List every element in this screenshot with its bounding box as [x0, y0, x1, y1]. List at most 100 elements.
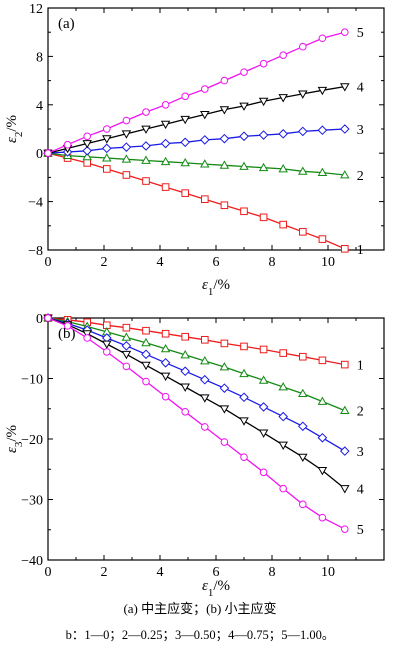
series-3: 3 [43, 313, 364, 460]
series-label-4: 4 [357, 81, 364, 96]
data-point [161, 392, 170, 401]
x-tick-label: 0 [45, 255, 52, 270]
series-line-2 [47, 152, 345, 176]
series-label-5: 5 [357, 523, 364, 538]
y-tick-label: 8 [36, 50, 43, 65]
data-point [220, 76, 229, 85]
data-point [299, 228, 307, 236]
y-tick-label: 0 [36, 312, 43, 327]
y-tick-label: −40 [21, 554, 43, 569]
data-point [180, 349, 190, 359]
data-point [240, 342, 248, 351]
series-label-3: 3 [357, 123, 364, 138]
data-point [220, 438, 229, 446]
data-point [83, 132, 91, 141]
data-point [258, 402, 269, 412]
data-point [181, 332, 189, 341]
data-point [121, 142, 132, 152]
data-point [101, 143, 112, 154]
data-point [160, 372, 171, 381]
series-label-1: 1 [357, 243, 364, 258]
data-point [318, 356, 327, 365]
series-line-1 [47, 152, 346, 250]
data-point [102, 153, 112, 162]
series-line-5 [47, 317, 346, 530]
y-tick-label: −30 [21, 494, 43, 509]
data-point [121, 154, 132, 163]
data-point [199, 374, 210, 385]
data-point [200, 111, 210, 120]
data-point [339, 446, 350, 456]
data-point [239, 392, 249, 403]
y-tick-label: 4 [36, 99, 43, 114]
data-point [278, 129, 289, 139]
data-point [201, 423, 209, 431]
data-point [82, 145, 93, 156]
data-point [180, 157, 190, 167]
y-tick-label: 12 [29, 2, 43, 17]
data-point [318, 513, 327, 522]
data-point [278, 94, 288, 103]
data-point [298, 388, 308, 398]
data-point [259, 345, 268, 354]
y-axis-label: ε3/% [4, 425, 25, 453]
series-line-4 [47, 85, 345, 154]
data-point [298, 90, 308, 99]
data-point [220, 201, 229, 210]
data-point [102, 135, 112, 144]
data-point [63, 140, 72, 149]
data-point [200, 394, 210, 403]
data-point [180, 115, 190, 125]
data-point [219, 405, 230, 414]
data-point [278, 164, 288, 173]
data-point [121, 350, 132, 360]
data-point [160, 138, 171, 149]
data-point [259, 468, 268, 477]
data-point [102, 340, 112, 349]
y-tick-label: −20 [21, 433, 43, 448]
data-point [181, 92, 189, 101]
series-line-3 [47, 128, 345, 154]
data-point [219, 160, 230, 169]
data-point [340, 83, 350, 92]
data-point [103, 165, 111, 173]
data-point [82, 151, 92, 161]
x-tick-label: 6 [213, 255, 220, 270]
series-4: 4 [43, 314, 364, 498]
data-point [181, 189, 189, 197]
data-point [341, 244, 349, 253]
data-point [160, 156, 171, 166]
data-point [200, 159, 210, 168]
series-2: 2 [43, 313, 364, 420]
data-point [239, 161, 249, 170]
data-point [258, 162, 269, 172]
data-point [299, 352, 307, 361]
chart-panel-b: 0 2 4 6 8 10 −40 −30 −20 −10 0 ε1/% ε3/% (b) 1 2 3 4 5 [4, 312, 385, 599]
data-point [278, 411, 289, 422]
data-point [297, 421, 308, 432]
series-line-5 [47, 31, 345, 154]
x-tick-label: 8 [269, 255, 276, 270]
data-point [161, 329, 170, 338]
x-tick-label: 10 [321, 255, 335, 270]
data-point [181, 407, 189, 416]
data-point [258, 97, 269, 107]
data-point [340, 170, 350, 179]
data-point [341, 28, 349, 37]
data-point [180, 383, 190, 392]
data-point [279, 220, 287, 229]
series-label-1: 1 [357, 359, 364, 374]
x-tick-label: 2 [101, 565, 108, 580]
data-point [122, 323, 131, 332]
data-point [220, 339, 229, 348]
data-point [142, 326, 150, 335]
series-1: 1 [44, 314, 364, 374]
data-point [341, 360, 349, 369]
series-3: 3 [43, 123, 364, 159]
data-point [44, 314, 52, 322]
data-point [201, 195, 209, 203]
x-tick-label: 2 [101, 255, 108, 270]
data-point [240, 453, 248, 461]
